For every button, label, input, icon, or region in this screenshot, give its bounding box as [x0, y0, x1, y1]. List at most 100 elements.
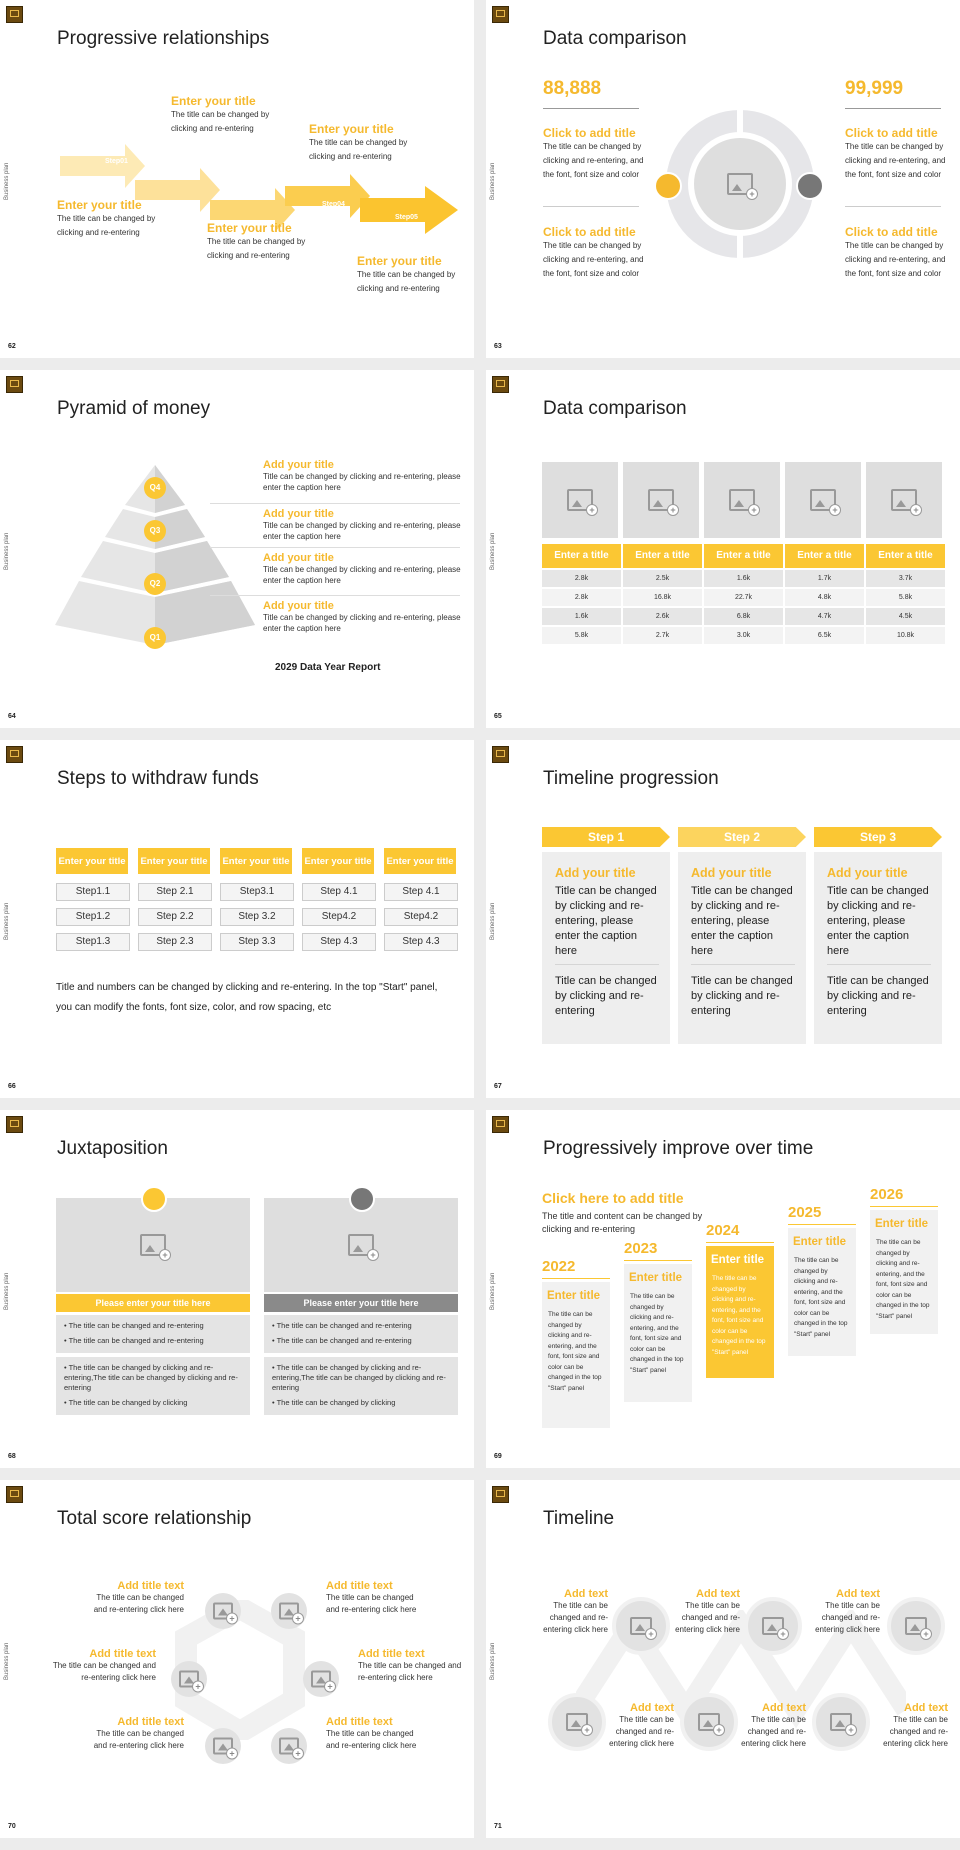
column-header[interactable]: Enter your title — [384, 848, 456, 874]
image-circle[interactable] — [887, 1597, 945, 1655]
text-block[interactable]: Add your title Title can be changed by c… — [263, 600, 463, 634]
image-placeholder[interactable] — [866, 462, 942, 538]
logo — [6, 6, 23, 23]
image-circle[interactable] — [271, 1593, 307, 1629]
image-placeholder[interactable] — [542, 462, 618, 538]
slide-65[interactable]: Business plan Data comparison Enter a ti… — [486, 370, 960, 728]
step-arrow[interactable]: Step 1 — [542, 827, 670, 847]
text-block[interactable]: Enter your title The title can be change… — [207, 221, 322, 263]
image-circle[interactable] — [205, 1728, 241, 1764]
text-block[interactable]: Click to add title The title can be chan… — [845, 126, 947, 182]
slide-63[interactable]: Business plan Data comparison 88,888 99,… — [486, 0, 960, 358]
image-placeholder[interactable] — [56, 1198, 250, 1292]
step-box[interactable]: Step1.1 — [56, 883, 130, 901]
table-cell: 10.8k — [866, 627, 945, 644]
slide-69[interactable]: Business plan Progressively improve over… — [486, 1110, 960, 1468]
slide-70[interactable]: Business plan Total score relationship A… — [0, 1480, 474, 1838]
text-block[interactable]: Enter your title The title can be change… — [357, 254, 467, 296]
step-box[interactable]: Step 4.1 — [302, 883, 376, 901]
step-box[interactable]: Step 2.1 — [138, 883, 212, 901]
center-image[interactable] — [694, 138, 786, 230]
step-box[interactable]: Step 4.3 — [384, 933, 458, 951]
text-block[interactable]: Add text The title can be changed and re… — [538, 1588, 608, 1636]
text-block[interactable]: Add text The title can be changed and re… — [868, 1702, 948, 1750]
text-block[interactable]: Add title text The title can be changed … — [358, 1648, 464, 1684]
text-block[interactable]: Add your title Title can be changed by c… — [263, 508, 463, 542]
image-placeholder[interactable] — [264, 1198, 458, 1292]
step-box[interactable]: Step1.2 — [56, 908, 130, 926]
year-underline — [542, 1278, 610, 1279]
step-label: Step04 — [322, 201, 345, 208]
step-box[interactable]: Step3.1 — [220, 883, 294, 901]
slide-71[interactable]: Business plan Timeline Add text The titl… — [486, 1480, 960, 1838]
step-box[interactable]: Step1.3 — [56, 933, 130, 951]
image-icon — [279, 1737, 304, 1760]
slide-64[interactable]: Business plan Pyramid of money Q4 Q3 Q2 … — [0, 370, 474, 728]
year-card[interactable] — [624, 1264, 692, 1402]
image-circle[interactable] — [548, 1693, 606, 1751]
slide-67[interactable]: Business plan Timeline progression Step … — [486, 740, 960, 1098]
step-box[interactable]: Step 3.2 — [220, 908, 294, 926]
year-card[interactable] — [870, 1210, 938, 1334]
card-title-bar[interactable]: Please enter your title here — [264, 1294, 458, 1312]
step-arrow[interactable]: Step 2 — [678, 827, 806, 847]
slide-68[interactable]: Business plan Juxtaposition Please enter… — [0, 1110, 474, 1468]
column-header[interactable]: Enter your title — [138, 848, 210, 874]
step-box[interactable]: Step4.2 — [302, 908, 376, 926]
image-placeholder[interactable] — [785, 462, 861, 538]
step-box[interactable]: Step 4.3 — [302, 933, 376, 951]
text-block[interactable]: Add your title Title can be changed by c… — [263, 459, 463, 493]
column-header[interactable]: Enter your title — [56, 848, 128, 874]
step-arrow[interactable]: Step 3 — [814, 827, 942, 847]
card-text: The title can be changed by clicking and… — [876, 1239, 930, 1320]
image-placeholder[interactable] — [704, 462, 780, 538]
image-circle[interactable] — [303, 1661, 339, 1697]
image-circle[interactable] — [171, 1661, 207, 1697]
item-text: The title can be changed by clicking and… — [207, 237, 306, 260]
text-block[interactable]: Click to add title The title can be chan… — [543, 225, 645, 281]
text-block[interactable]: Add text The title can be changed and re… — [604, 1702, 674, 1750]
column-header[interactable]: Enter your title — [220, 848, 292, 874]
step-box[interactable]: Step4.2 — [384, 908, 458, 926]
image-circle[interactable] — [812, 1693, 870, 1751]
text-block[interactable]: Add text The title can be changed and re… — [670, 1588, 740, 1636]
card-title: Enter title — [547, 1290, 601, 1302]
card-title-bar[interactable]: Please enter your title here — [56, 1294, 250, 1312]
text-block[interactable]: Add title text The title can be changed … — [84, 1716, 184, 1752]
year-card[interactable] — [788, 1228, 856, 1356]
text-block[interactable]: Click to add title The title can be chan… — [845, 225, 947, 281]
left-number: 88,888 — [543, 78, 602, 99]
image-circle[interactable] — [680, 1693, 738, 1751]
image-circle[interactable] — [612, 1597, 670, 1655]
image-placeholder[interactable] — [623, 462, 699, 538]
table-header: Enter a title — [704, 544, 783, 568]
text-block[interactable]: Enter your title The title can be change… — [57, 198, 172, 240]
slide-62[interactable]: Business plan Progressive relationships … — [0, 0, 474, 358]
step-box[interactable]: Step 2.3 — [138, 933, 212, 951]
text-block[interactable]: Add title text The title can be changed … — [326, 1716, 426, 1752]
text-block[interactable]: Add title text The title can be changed … — [52, 1648, 156, 1684]
step-box[interactable]: Step 2.2 — [138, 908, 212, 926]
text-block[interactable]: Enter your title The title can be change… — [309, 122, 424, 164]
text-block[interactable]: Click to add title The title can be chan… — [543, 126, 645, 182]
table-cell: 5.8k — [866, 589, 945, 606]
year-card[interactable] — [542, 1282, 610, 1428]
step-box[interactable]: Step 3.3 — [220, 933, 294, 951]
slide-66[interactable]: Business plan Steps to withdraw funds En… — [0, 740, 474, 1098]
text-block[interactable]: Add your title Title can be changed by c… — [263, 552, 463, 586]
image-circle[interactable] — [271, 1728, 307, 1764]
text-block[interactable]: Add title text The title can be changed … — [326, 1580, 426, 1616]
head-title: Click here to add title — [542, 1190, 684, 1206]
logo — [6, 1486, 23, 1503]
step-box[interactable]: Step 4.1 — [384, 883, 458, 901]
text-block[interactable]: Add text The title can be changed and re… — [736, 1702, 806, 1750]
logo — [6, 1116, 23, 1133]
year-card[interactable] — [706, 1246, 774, 1378]
image-circle[interactable] — [205, 1593, 241, 1629]
text-block[interactable]: Add title text The title can be changed … — [84, 1580, 184, 1616]
text-block[interactable]: Enter your title The title can be change… — [171, 94, 291, 136]
image-circle[interactable] — [744, 1597, 802, 1655]
image-icon — [348, 1234, 379, 1261]
text-block[interactable]: Add text The title can be changed and re… — [802, 1588, 880, 1636]
column-header[interactable]: Enter your title — [302, 848, 374, 874]
